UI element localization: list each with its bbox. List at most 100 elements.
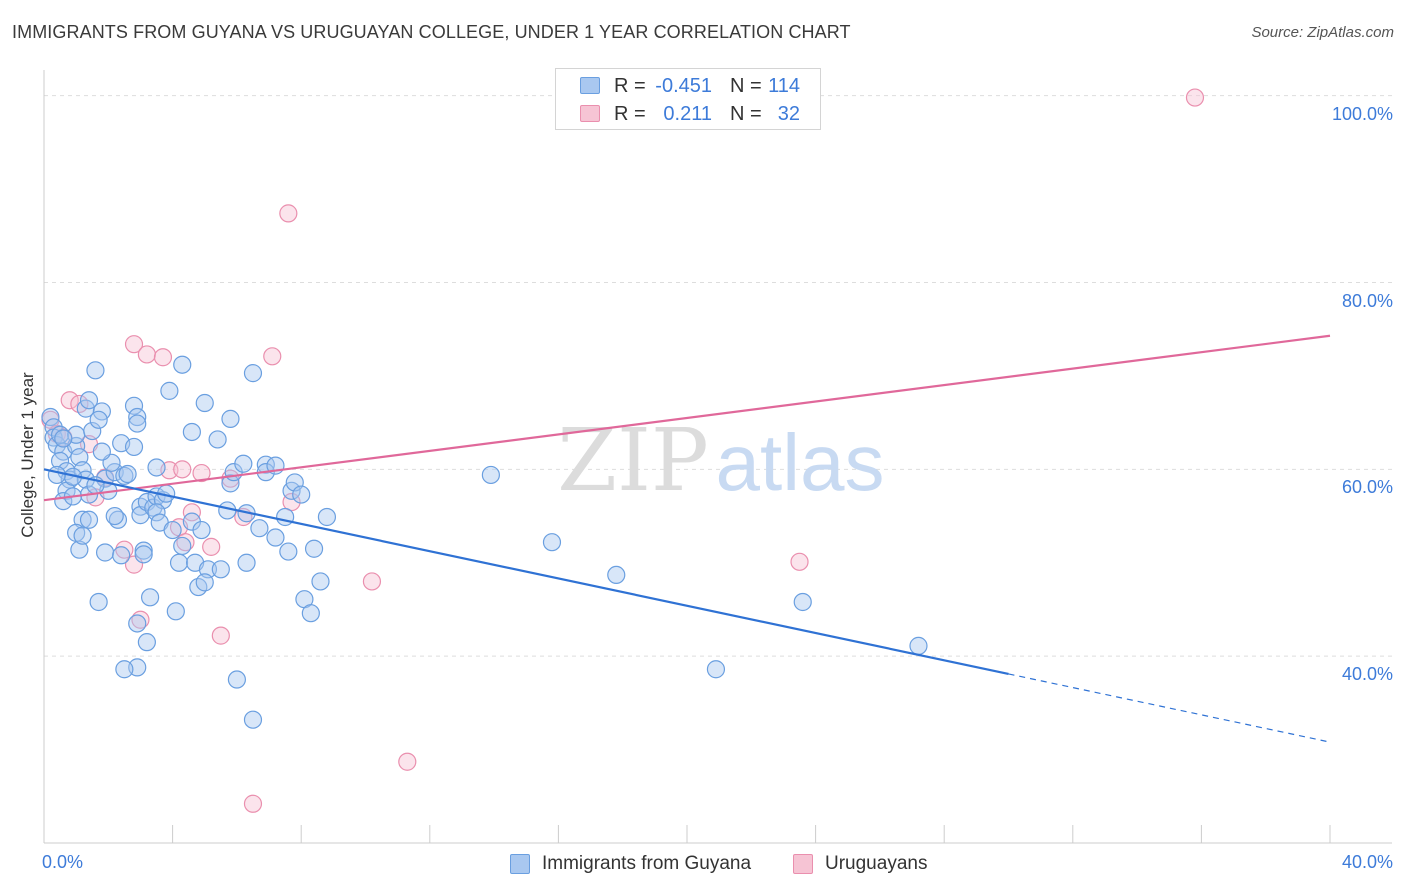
data-point (909, 636, 928, 655)
data-point (70, 540, 89, 559)
data-point (73, 526, 92, 545)
axes (43, 70, 1392, 844)
guyana-swatch (580, 77, 600, 94)
legend-label: Immigrants from Guyana (542, 853, 752, 874)
data-point (95, 543, 115, 562)
data-point (140, 588, 160, 607)
data-point (89, 410, 108, 429)
data-point (208, 430, 227, 449)
uruguay-swatch (580, 105, 600, 122)
x-tick-label-min: 0.0% (42, 852, 84, 872)
data-point (173, 460, 192, 479)
trend-line-guyana (43, 468, 1009, 675)
data-point (115, 660, 134, 679)
data-point (124, 335, 144, 354)
r-value: 0.211 (663, 103, 712, 125)
data-point (54, 429, 73, 448)
data-point (243, 364, 263, 383)
data-point (147, 458, 166, 477)
data-point (89, 592, 108, 612)
data-point (160, 381, 179, 400)
data-point (211, 560, 230, 579)
data-point (276, 507, 295, 527)
data-point (169, 553, 189, 572)
data-point (115, 466, 134, 485)
y-tick-label: 40.0% (1341, 664, 1393, 685)
data-point (317, 507, 337, 527)
series-guyana (41, 355, 928, 729)
y-tick-label: 80.0% (1341, 290, 1393, 311)
data-point (250, 519, 269, 538)
r-label: R = (614, 75, 646, 97)
stats-row-uruguay: R = 0.211 N = 32 (556, 100, 820, 128)
data-point (211, 626, 230, 645)
data-point (105, 506, 124, 526)
watermark-atlas: atlas (716, 418, 885, 507)
data-point (243, 710, 263, 729)
data-point (227, 670, 246, 689)
data-point (173, 355, 192, 374)
data-point (60, 391, 79, 410)
watermark: ZIP atlas (557, 411, 884, 511)
chart-title: IMMIGRANTS FROM GUYANA VS URUGUAYAN COLL… (12, 22, 851, 42)
data-point (166, 602, 185, 621)
data-point (202, 537, 221, 556)
data-point (304, 539, 324, 558)
data-point (793, 592, 812, 612)
data-point (137, 633, 156, 652)
trend-line-uruguayans (43, 334, 1331, 502)
data-point (234, 454, 253, 473)
data-point (706, 660, 726, 679)
data-point (83, 421, 102, 441)
data-point (124, 437, 144, 457)
y-axis-label: College, Under 1 year (18, 372, 37, 538)
source-credit: Source: ZipAtlas.com (1251, 24, 1394, 41)
data-point (292, 485, 311, 504)
data-point (173, 536, 192, 556)
data-point (118, 464, 137, 484)
watermark-zip: ZIP (557, 411, 709, 511)
r-label: R = (614, 103, 646, 125)
data-point (137, 345, 156, 364)
data-point (256, 455, 275, 474)
r-value: -0.451 (655, 75, 712, 97)
data-point (279, 204, 298, 223)
data-point (112, 546, 131, 565)
data-point (195, 573, 214, 592)
uruguay-legend-swatch (793, 854, 813, 874)
legend-label: Uruguayans (825, 853, 928, 874)
grid-lines (44, 95, 1392, 657)
data-point (128, 414, 147, 433)
data-point (128, 407, 147, 427)
data-point (182, 422, 201, 442)
x-tick-label-max: 40.0% (1341, 852, 1393, 872)
data-point (790, 552, 809, 571)
data-point (398, 752, 417, 771)
data-point (41, 407, 60, 427)
data-point (237, 553, 256, 572)
data-point (47, 465, 66, 485)
y-tick-label: 60.0% (1341, 477, 1393, 498)
data-point (86, 361, 105, 380)
data-point (607, 565, 626, 585)
data-point (301, 604, 320, 623)
data-point (243, 794, 263, 813)
stats-box: R = -0.451 N = 114 R = 0.211 N = 32 (555, 68, 821, 130)
data-point (79, 510, 99, 529)
data-point (134, 545, 153, 564)
data-point (195, 393, 214, 413)
y-tick-label: 100.0% (1331, 103, 1393, 124)
data-point (1185, 88, 1205, 107)
data-point (266, 528, 285, 547)
data-point (128, 614, 147, 633)
data-point (50, 451, 70, 471)
data-point (147, 503, 166, 522)
data-point (124, 396, 144, 415)
n-value: 114 (768, 75, 800, 97)
n-value: 32 (777, 103, 800, 125)
data-point (163, 520, 182, 540)
data-point (79, 391, 99, 410)
trend-lines (43, 334, 1331, 743)
data-point (263, 347, 282, 366)
